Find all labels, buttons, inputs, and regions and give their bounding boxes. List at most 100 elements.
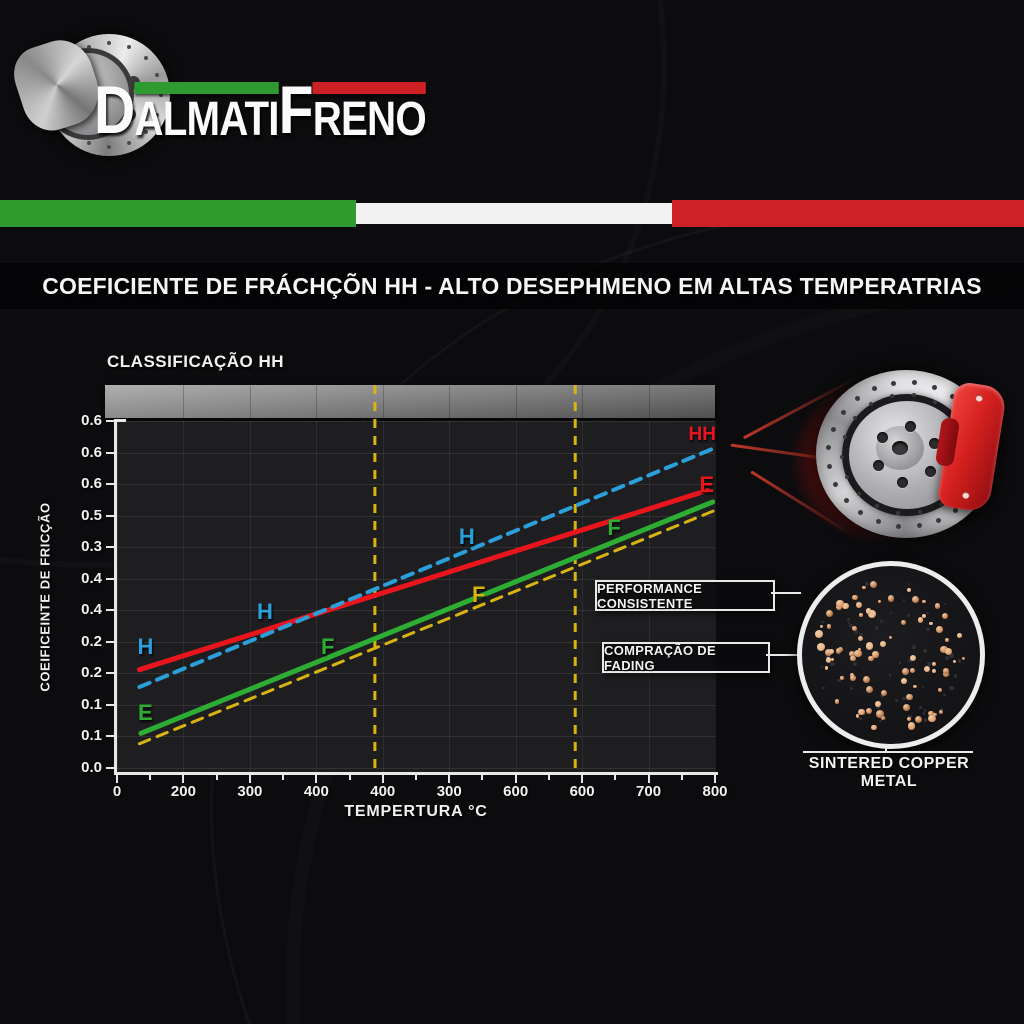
y-axis-line: [114, 419, 117, 775]
texture-speck: [957, 659, 962, 663]
texture-speck: [881, 696, 885, 699]
logo-drill-dot: [155, 112, 160, 117]
logo-group-reno: RENO: [312, 81, 427, 143]
copper-speck: [858, 708, 865, 716]
line-marker-E: E: [138, 700, 153, 726]
x-tick-mark: [448, 775, 451, 783]
rotor-drill-hole: [842, 434, 847, 439]
gridline-horizontal: [117, 768, 715, 769]
texture-speck: [850, 686, 854, 690]
copper-speck: [866, 685, 874, 694]
rotor-drill-hole: [953, 507, 959, 513]
callout-connector-line: [771, 592, 801, 594]
copper-speck: [836, 599, 844, 608]
texture-speck: [880, 694, 884, 698]
x-tick-mark: [581, 775, 584, 783]
texture-speck: [902, 599, 905, 602]
sintered-material-closeup: [797, 561, 985, 749]
classification-bar-separator: [316, 385, 318, 418]
copper-speck: [849, 672, 855, 678]
x-minor-tick: [680, 775, 683, 780]
copper-speck: [902, 704, 910, 711]
y-tick-label: 0.0: [81, 759, 102, 776]
x-tick-mark: [248, 775, 251, 783]
y-tick-mark: [106, 640, 115, 643]
copper-speck: [936, 625, 943, 633]
copper-speck: [944, 637, 950, 642]
copper-speck: [850, 675, 856, 681]
callout-performance-consistent: PERFORMANCE CONSISTENTE: [595, 580, 775, 611]
copper-speck: [887, 595, 895, 602]
logo-drill-dot: [143, 56, 148, 61]
gridline-horizontal: [117, 641, 715, 643]
copper-speck: [854, 649, 862, 658]
texture-speck: [943, 693, 947, 697]
rotor-drill-hole: [896, 523, 902, 529]
texture-speck: [876, 705, 881, 710]
gridline-vertical: [515, 421, 517, 773]
classification-bar-separator: [249, 385, 251, 418]
copper-speck: [878, 599, 882, 604]
logo-group-almati: ALMATI: [134, 81, 280, 146]
gridline-vertical: [117, 421, 118, 773]
texture-speck: [908, 659, 912, 663]
copper-speck: [842, 602, 849, 610]
copper-speck: [875, 700, 882, 707]
rotor-drill-hole: [949, 393, 955, 399]
copper-speck: [862, 585, 866, 590]
gridline-vertical: [382, 421, 384, 773]
copper-speck: [888, 635, 892, 640]
texture-speck: [911, 644, 917, 650]
caliper-bolt: [961, 491, 970, 500]
copper-speck: [825, 649, 832, 656]
copper-speck: [928, 710, 934, 717]
y-tick-mark: [106, 483, 115, 486]
line-marker-F: F: [321, 633, 335, 659]
copper-speck: [901, 677, 907, 684]
texture-speck: [822, 686, 825, 690]
copper-speck: [865, 641, 874, 650]
x-tick-mark: [116, 775, 118, 783]
rotor-drill-hole: [843, 497, 849, 503]
classification-bar-separator: [715, 385, 716, 418]
texture-speck: [923, 709, 927, 712]
gridline-horizontal: [117, 578, 715, 580]
copper-speck: [941, 613, 949, 620]
rotor-drill-hole: [938, 501, 943, 506]
copper-speck: [918, 617, 924, 623]
hub-bolt-hole: [904, 421, 916, 433]
chart-heading: CLASSIFICAÇÃO HH: [107, 352, 285, 371]
copper-speck: [943, 668, 949, 674]
copper-speck: [866, 608, 872, 614]
texture-speck: [821, 665, 824, 669]
copper-speck: [933, 712, 937, 716]
gridline-horizontal: [117, 421, 715, 422]
copper-speck: [907, 722, 916, 730]
texture-speck: [879, 619, 883, 623]
gridline-horizontal: [117, 736, 715, 738]
texture-speck: [927, 661, 932, 667]
hub-bolt-hole: [928, 438, 940, 450]
copper-speck: [906, 693, 914, 701]
hub-bolt-hole: [897, 476, 909, 488]
caliper-bolt: [975, 394, 984, 403]
y-tick-mark: [106, 577, 115, 580]
rotor-drill-hole: [874, 504, 879, 509]
copper-speck: [870, 580, 878, 588]
copper-speck: [934, 603, 941, 609]
texture-speck: [921, 685, 924, 688]
x-tick-label: 800: [702, 783, 728, 800]
texture-speck: [901, 696, 906, 701]
x-axis-line: [114, 772, 718, 775]
copper-speck: [922, 599, 926, 604]
copper-speck: [932, 669, 937, 674]
material-caption: SINTERED COPPER METAL: [808, 755, 970, 790]
logo-text-almati: ALMATI: [134, 92, 279, 146]
copper-speck: [911, 596, 919, 604]
series-line-HH: [136, 487, 711, 673]
copper-speck: [840, 676, 844, 680]
classification-bar-separator: [648, 385, 650, 418]
x-tick-mark: [381, 775, 384, 783]
callout-fading-comparison: COMPRAÇÃO DE FADING: [602, 642, 770, 673]
x-tick-mark: [714, 775, 716, 783]
